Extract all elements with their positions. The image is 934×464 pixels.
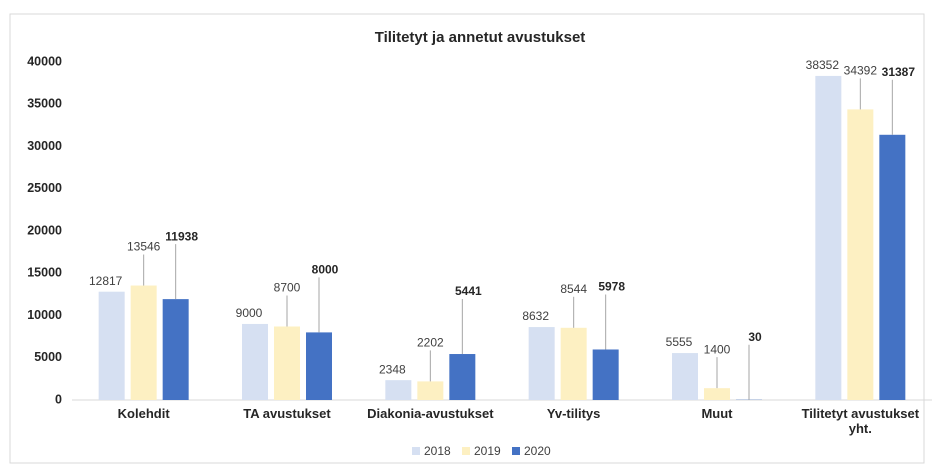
bar xyxy=(672,353,698,400)
data-label: 5978 xyxy=(598,280,625,294)
data-label: 9000 xyxy=(236,306,263,320)
y-tick-label: 0 xyxy=(55,392,62,406)
data-label: 11938 xyxy=(165,229,198,243)
data-label: 2348 xyxy=(379,362,406,376)
bar xyxy=(162,299,189,400)
bar xyxy=(528,327,555,400)
data-label: 5441 xyxy=(455,284,482,298)
y-tick-label: 25000 xyxy=(27,181,62,195)
x-tick-label: TA avustukset xyxy=(243,406,331,421)
bar xyxy=(449,354,476,400)
x-tick-label: Kolehdit xyxy=(117,406,170,421)
legend-swatch xyxy=(512,447,520,455)
data-label: 13546 xyxy=(127,240,161,254)
y-tick-label: 20000 xyxy=(27,223,62,237)
data-label: 34392 xyxy=(844,64,878,78)
x-tick-label: Tilitetyt avustukset yht. xyxy=(801,406,920,436)
y-tick-label: 30000 xyxy=(27,139,62,153)
bar xyxy=(879,134,906,400)
data-label: 8632 xyxy=(522,309,549,323)
data-label: 12817 xyxy=(89,274,123,288)
y-tick-label: 5000 xyxy=(34,350,62,364)
bar xyxy=(815,75,842,400)
data-label: 30 xyxy=(748,330,762,344)
bar xyxy=(847,109,874,400)
data-label: 31387 xyxy=(882,65,916,79)
bar xyxy=(592,349,619,400)
bar xyxy=(274,326,300,400)
x-tick-label: Muut xyxy=(701,406,733,421)
legend-swatch xyxy=(462,447,470,455)
data-label: 8000 xyxy=(312,263,339,277)
bar xyxy=(417,381,444,400)
legend-label: 2018 xyxy=(424,444,451,458)
bar xyxy=(242,323,268,400)
bar xyxy=(560,327,587,400)
legend-label: 2019 xyxy=(474,444,501,458)
x-tick-label: Diakonia-avustukset xyxy=(367,406,494,421)
chart-title: Tilitetyt ja annetut avustukset xyxy=(375,29,586,46)
data-label: 8544 xyxy=(560,282,587,296)
bar xyxy=(385,380,412,400)
legend-label: 2020 xyxy=(524,444,551,458)
data-label: 5555 xyxy=(666,335,693,349)
data-label: 38352 xyxy=(806,58,840,72)
data-label: 1400 xyxy=(704,342,731,356)
bar xyxy=(704,388,730,400)
data-label: 8700 xyxy=(274,281,301,295)
x-tick-label: Yv-tilitys xyxy=(546,406,601,421)
y-tick-label: 40000 xyxy=(27,54,62,68)
bar xyxy=(130,285,157,400)
data-label: 2202 xyxy=(417,336,444,350)
y-tick-label: 15000 xyxy=(27,266,62,280)
bar xyxy=(98,291,125,400)
legend-swatch xyxy=(412,447,420,455)
y-tick-label: 10000 xyxy=(27,308,62,322)
bar xyxy=(306,332,332,400)
y-tick-label: 35000 xyxy=(27,97,62,111)
